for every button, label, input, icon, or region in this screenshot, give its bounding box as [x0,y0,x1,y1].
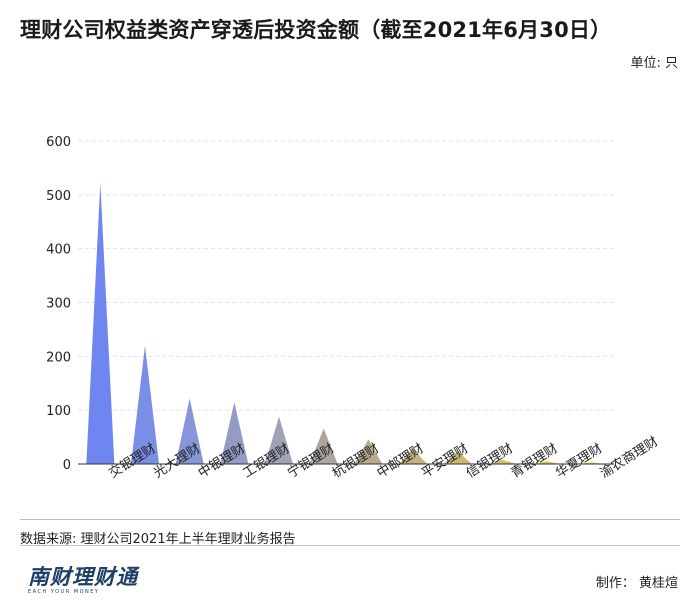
bar-10 [488,459,517,464]
y-tick-label: 400 [46,243,71,258]
bar-4 [220,402,249,464]
x-tick-label: 渝农商理财 [597,433,661,481]
bar-2 [131,345,159,464]
bar-11 [533,461,561,464]
data-source: 数据来源: 理财公司2021年上半年理财业务报告 [20,532,296,547]
footer-divider [20,519,680,520]
x-tick-label: 信银理财 [464,441,516,481]
bar-6 [309,428,338,464]
bar-7 [354,439,383,464]
chart-title: 理财公司权益类资产穿透后投资金额（截至2021年6月30日） [20,18,612,42]
logo-subtext: EACH YOUR MONEY [28,589,100,595]
logo: 南财理财通 EACH YOUR MONEY [28,561,138,595]
bars [86,182,606,465]
footer-divider-bottom [20,545,680,546]
y-tick-label: 300 [46,297,71,312]
y-tick-label: 200 [46,350,71,365]
y-tick-label: 500 [46,189,71,204]
bar-3 [175,398,204,464]
y-axis-ticks: 0 100 200 300 400 500 600 [46,135,71,473]
y-tick-label: 0 [63,458,71,473]
x-tick-label: 华夏理财 [553,441,605,481]
unit-label: 单位: 只 [630,56,678,71]
bar-1 [86,182,115,465]
grid-lines [78,140,614,411]
bar-5 [265,416,293,464]
bar-8 [399,448,427,464]
x-tick-label: 青银理财 [508,441,560,481]
logo-text: 南财理财通 [28,564,138,589]
bar-9 [443,451,472,464]
y-tick-label: 100 [46,404,71,419]
author-credit: 制作： 黄桂煊 [595,576,678,591]
y-tick-label: 600 [46,135,71,150]
